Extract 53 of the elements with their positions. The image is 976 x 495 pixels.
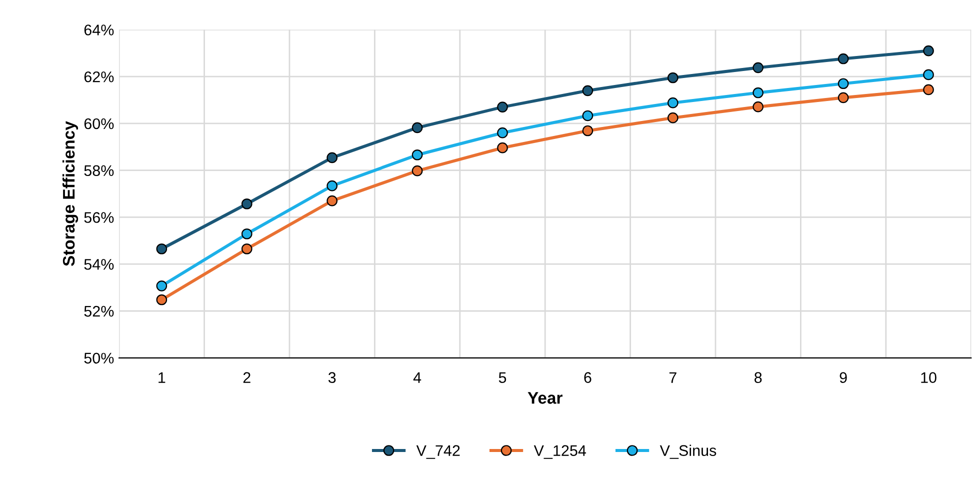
y-tick-label: 50%	[84, 352, 114, 364]
y-axis-title: Storage Efficiency	[62, 121, 78, 266]
point	[326, 152, 338, 164]
x-tick-label: 9	[840, 372, 847, 383]
point	[156, 280, 168, 292]
point	[923, 84, 934, 96]
point	[497, 102, 508, 112]
y-tick-label: 52%	[84, 306, 114, 317]
legend-label: V_Sinus	[660, 444, 716, 459]
point	[497, 127, 508, 138]
point	[156, 294, 168, 306]
point	[497, 142, 508, 154]
point	[752, 62, 764, 74]
x-tick-label: 10	[921, 372, 936, 383]
point	[412, 149, 423, 160]
point	[752, 101, 764, 112]
point	[582, 85, 594, 96]
x-tick-label: 5	[498, 372, 506, 383]
y-tick-label: 62%	[84, 71, 114, 82]
y-tick-label: 60%	[84, 118, 114, 130]
point	[667, 112, 678, 124]
point	[667, 72, 678, 84]
y-tick-label: 54%	[84, 259, 114, 270]
point	[241, 198, 252, 210]
y-tick-label: 56%	[84, 212, 114, 223]
x-tick-label: 7	[669, 372, 676, 383]
point	[241, 243, 252, 254]
x-tick-label: 2	[243, 372, 250, 383]
x-tick-label: 3	[328, 372, 336, 383]
point	[923, 69, 934, 80]
point	[326, 195, 338, 206]
point	[923, 45, 934, 56]
x-tick-label: 4	[413, 372, 422, 383]
legend-label: V_742	[416, 445, 460, 459]
point	[582, 125, 594, 136]
point	[241, 228, 252, 240]
point	[752, 87, 764, 98]
point	[582, 110, 594, 122]
point	[838, 78, 849, 90]
point	[412, 165, 423, 176]
legend-label: V_1254	[534, 445, 586, 459]
x-tick-label: 8	[754, 372, 762, 383]
x-tick-label: 1	[158, 372, 166, 383]
point	[412, 122, 423, 134]
x-tick-label: 6	[584, 372, 592, 383]
point	[838, 92, 849, 104]
point	[667, 97, 678, 108]
point	[838, 53, 849, 64]
point	[156, 243, 168, 254]
y-tick-label: 64%	[84, 24, 114, 36]
x-axis-title: Year	[528, 392, 562, 404]
y-tick-label: 58%	[84, 165, 114, 176]
point	[326, 180, 338, 192]
